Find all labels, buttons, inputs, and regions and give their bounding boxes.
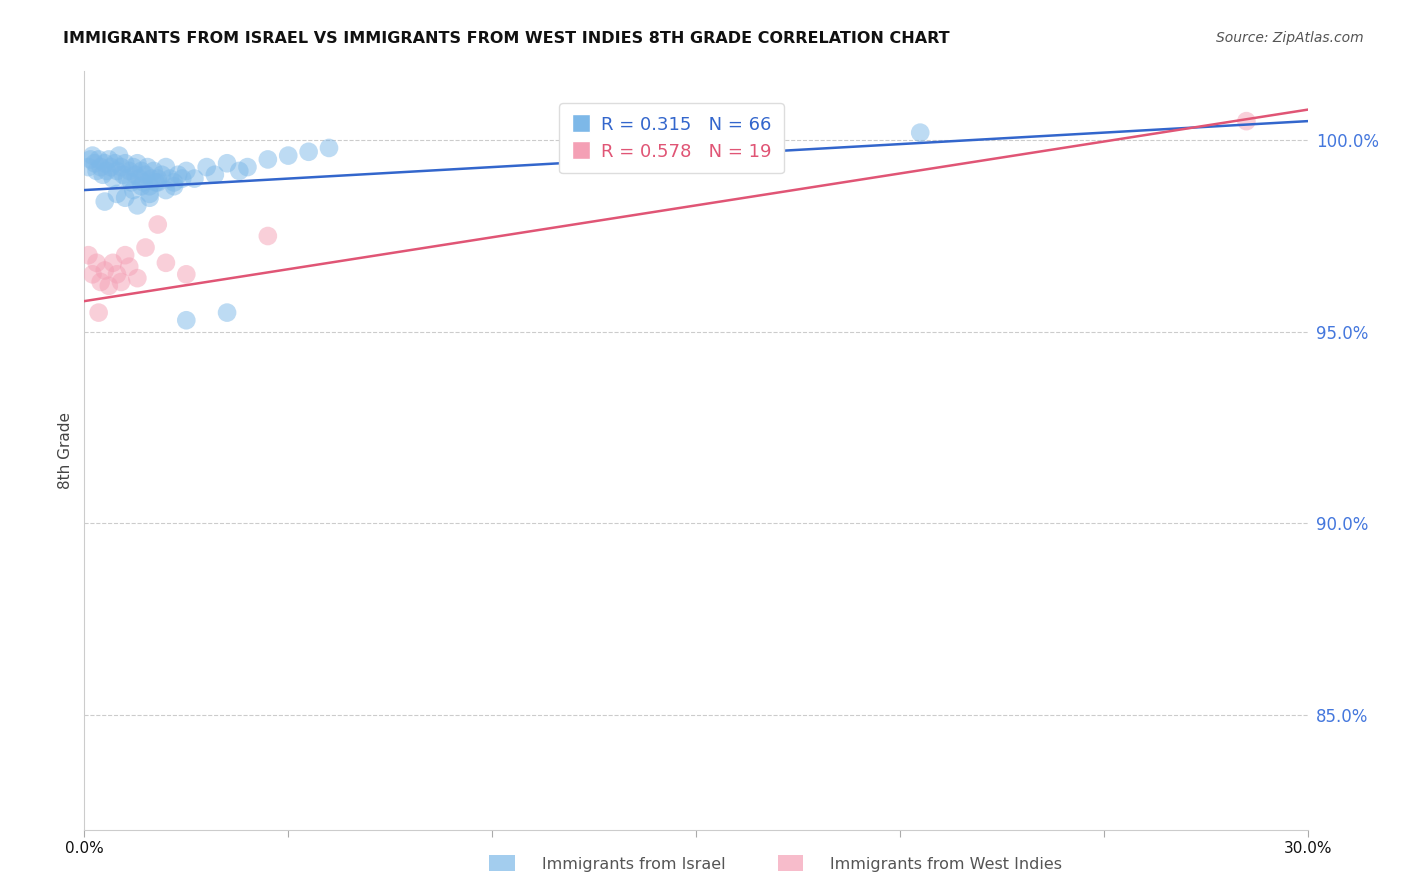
Point bbox=[131, 164, 153, 178]
Point bbox=[145, 175, 167, 189]
Point bbox=[90, 160, 112, 174]
Point bbox=[77, 248, 100, 262]
Text: Immigrants from Israel: Immigrants from Israel bbox=[506, 857, 725, 872]
Point bbox=[174, 313, 197, 327]
Point bbox=[127, 198, 149, 212]
Point bbox=[138, 179, 160, 194]
Point bbox=[174, 268, 197, 282]
Point bbox=[257, 153, 280, 167]
Point bbox=[97, 153, 120, 167]
Point bbox=[114, 156, 136, 170]
Point bbox=[131, 179, 153, 194]
Text: Source: ZipAtlas.com: Source: ZipAtlas.com bbox=[1216, 31, 1364, 45]
Point bbox=[135, 168, 157, 182]
Point bbox=[79, 153, 101, 167]
Point bbox=[142, 164, 165, 178]
Point bbox=[96, 164, 118, 178]
Point bbox=[163, 175, 186, 189]
Point bbox=[228, 164, 250, 178]
Point bbox=[183, 171, 205, 186]
Point bbox=[155, 183, 177, 197]
Point bbox=[124, 168, 146, 182]
Point bbox=[90, 275, 112, 289]
Point bbox=[118, 164, 141, 178]
Point bbox=[150, 168, 173, 182]
Point bbox=[141, 171, 163, 186]
Point bbox=[110, 275, 132, 289]
Point bbox=[174, 164, 197, 178]
Point bbox=[318, 141, 340, 155]
Point bbox=[155, 256, 177, 270]
Text: 0.0%: 0.0% bbox=[65, 841, 104, 856]
Point bbox=[86, 256, 108, 270]
Point bbox=[114, 191, 136, 205]
Point bbox=[1236, 114, 1258, 128]
Point bbox=[83, 156, 105, 170]
Point bbox=[108, 148, 131, 162]
Point bbox=[114, 248, 136, 262]
Point bbox=[146, 171, 169, 186]
Point bbox=[195, 160, 218, 174]
Point bbox=[172, 171, 194, 186]
Point bbox=[86, 164, 108, 178]
Point bbox=[122, 160, 145, 174]
Text: Immigrants from West Indies: Immigrants from West Indies bbox=[794, 857, 1063, 872]
Point bbox=[163, 179, 186, 194]
Point bbox=[146, 175, 169, 189]
Point bbox=[136, 160, 159, 174]
Point bbox=[217, 305, 239, 319]
Point bbox=[236, 160, 259, 174]
Point bbox=[93, 194, 115, 209]
Point bbox=[298, 145, 321, 159]
Point bbox=[127, 156, 149, 170]
Point bbox=[101, 171, 124, 186]
Point bbox=[82, 268, 104, 282]
Point bbox=[97, 278, 120, 293]
Point bbox=[120, 175, 142, 189]
Point bbox=[91, 168, 114, 182]
Point bbox=[155, 160, 177, 174]
Point bbox=[122, 183, 145, 197]
Point bbox=[138, 186, 160, 201]
Point bbox=[105, 186, 128, 201]
Point bbox=[110, 160, 132, 174]
Text: 30.0%: 30.0% bbox=[1284, 841, 1331, 856]
Point bbox=[115, 171, 138, 186]
Point bbox=[204, 168, 226, 182]
Point bbox=[128, 171, 150, 186]
Point bbox=[132, 175, 155, 189]
Legend: R = 0.315   N = 66, R = 0.578   N = 19: R = 0.315 N = 66, R = 0.578 N = 19 bbox=[560, 103, 783, 173]
Point bbox=[146, 218, 169, 232]
Point bbox=[159, 171, 181, 186]
Point bbox=[127, 271, 149, 285]
Text: IMMIGRANTS FROM ISRAEL VS IMMIGRANTS FROM WEST INDIES 8TH GRADE CORRELATION CHAR: IMMIGRANTS FROM ISRAEL VS IMMIGRANTS FRO… bbox=[63, 31, 950, 46]
Point bbox=[82, 148, 104, 162]
Point bbox=[112, 168, 135, 182]
Point bbox=[118, 260, 141, 274]
Point bbox=[104, 156, 127, 170]
Point bbox=[93, 263, 115, 277]
Point bbox=[87, 305, 110, 319]
Point bbox=[257, 229, 280, 244]
Point bbox=[167, 168, 190, 182]
Y-axis label: 8th Grade: 8th Grade bbox=[58, 412, 73, 489]
Point bbox=[93, 156, 115, 170]
Point bbox=[277, 148, 299, 162]
Point bbox=[100, 160, 122, 174]
Point bbox=[77, 160, 100, 174]
Point bbox=[138, 191, 160, 205]
Point bbox=[217, 156, 239, 170]
Point bbox=[87, 153, 110, 167]
Point bbox=[105, 164, 128, 178]
Point bbox=[135, 240, 157, 254]
Point bbox=[101, 256, 124, 270]
Point bbox=[910, 126, 932, 140]
Point bbox=[105, 268, 128, 282]
